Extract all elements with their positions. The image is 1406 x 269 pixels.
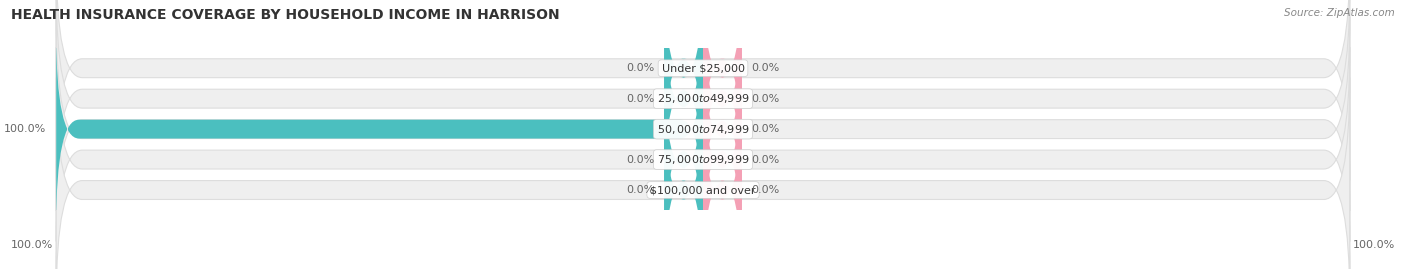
Text: $75,000 to $99,999: $75,000 to $99,999 [657, 153, 749, 166]
Text: 0.0%: 0.0% [751, 124, 780, 134]
Text: 0.0%: 0.0% [626, 155, 655, 165]
Text: 0.0%: 0.0% [626, 185, 655, 195]
Text: 0.0%: 0.0% [751, 185, 780, 195]
FancyBboxPatch shape [664, 0, 703, 165]
FancyBboxPatch shape [56, 47, 1350, 269]
FancyBboxPatch shape [56, 0, 1350, 180]
FancyBboxPatch shape [664, 2, 703, 196]
FancyBboxPatch shape [703, 93, 742, 269]
Text: 100.0%: 100.0% [1353, 240, 1395, 250]
FancyBboxPatch shape [703, 32, 742, 226]
FancyBboxPatch shape [664, 93, 703, 269]
Text: 0.0%: 0.0% [751, 63, 780, 73]
FancyBboxPatch shape [664, 62, 703, 257]
Text: 0.0%: 0.0% [626, 94, 655, 104]
Text: $100,000 and over: $100,000 and over [650, 185, 756, 195]
FancyBboxPatch shape [56, 78, 1350, 269]
FancyBboxPatch shape [703, 0, 742, 165]
Text: $50,000 to $74,999: $50,000 to $74,999 [657, 123, 749, 136]
FancyBboxPatch shape [703, 2, 742, 196]
FancyBboxPatch shape [56, 32, 703, 226]
Text: 0.0%: 0.0% [751, 155, 780, 165]
Text: 100.0%: 100.0% [11, 240, 53, 250]
Text: 100.0%: 100.0% [4, 124, 46, 134]
FancyBboxPatch shape [56, 0, 1350, 211]
Text: $25,000 to $49,999: $25,000 to $49,999 [657, 92, 749, 105]
Text: 0.0%: 0.0% [626, 63, 655, 73]
FancyBboxPatch shape [703, 62, 742, 257]
Text: Under $25,000: Under $25,000 [661, 63, 745, 73]
Text: 0.0%: 0.0% [751, 94, 780, 104]
Text: HEALTH INSURANCE COVERAGE BY HOUSEHOLD INCOME IN HARRISON: HEALTH INSURANCE COVERAGE BY HOUSEHOLD I… [11, 8, 560, 22]
FancyBboxPatch shape [56, 17, 1350, 242]
Text: Source: ZipAtlas.com: Source: ZipAtlas.com [1284, 8, 1395, 18]
